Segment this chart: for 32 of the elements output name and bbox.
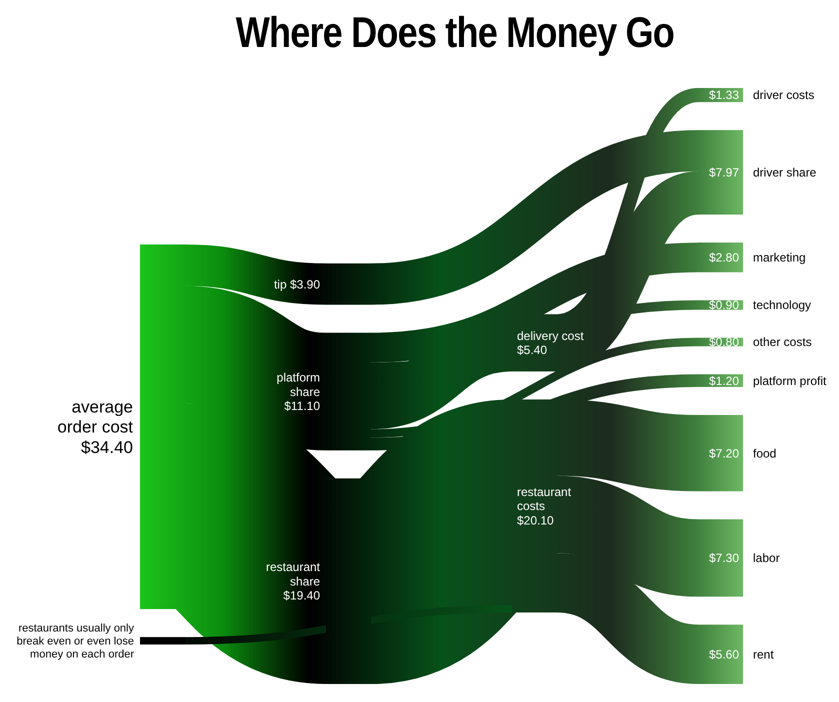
category-label: driver costs [753, 88, 814, 102]
data-label: $34.40 [81, 438, 133, 457]
category-label: average order cost [57, 398, 134, 437]
data-label: $20.10 [517, 513, 554, 528]
category-label: driver share [753, 166, 817, 180]
data-label: $19.40 [283, 588, 320, 603]
data-label: $1.33 [708, 88, 740, 102]
text: Where Does the Money Go [235, 8, 674, 58]
data-label: $5.60 [708, 648, 740, 662]
data-label: $1.20 [708, 374, 740, 388]
category-label: marketing [753, 250, 806, 265]
data-label: $5.40 [517, 343, 548, 358]
data-label: $7.20 [708, 446, 740, 460]
category-label: delivery cost [517, 328, 584, 343]
data-label: $11.10 [284, 398, 320, 413]
category-label: food [753, 446, 776, 460]
data-label: $0.90 [708, 298, 740, 312]
category-label: restaurant costs [517, 485, 572, 514]
category-label: platform profit [753, 374, 828, 388]
data-label: $7.97 [708, 166, 740, 180]
text: restaurants usually only break even or even lose money on each order [16, 622, 134, 661]
data-label: $7.30 [708, 551, 740, 566]
category-label: tip [274, 277, 287, 292]
data-label: $2.80 [708, 250, 740, 265]
category-label: platform share [276, 370, 320, 399]
category-label: other costs [753, 335, 812, 350]
category-label: technology [753, 298, 812, 312]
category-label: labor [753, 551, 780, 566]
category-label: restaurant share [266, 560, 321, 588]
category-label: rent [753, 648, 774, 662]
data-label: $0.80 [708, 335, 740, 350]
data-label: $3.90 [290, 277, 320, 292]
